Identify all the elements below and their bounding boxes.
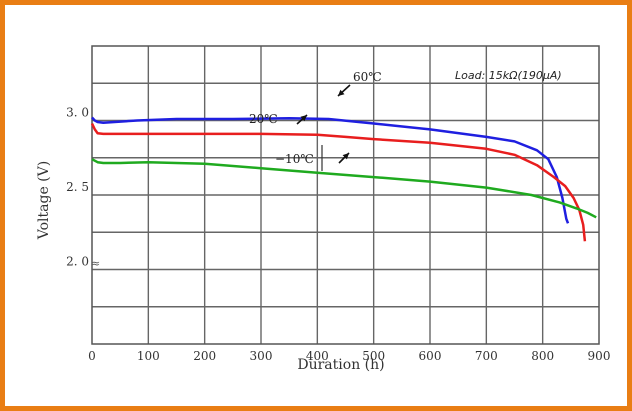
y-tick-label: 3. 0 bbox=[66, 106, 89, 120]
x-tick-label: 100 bbox=[137, 349, 160, 363]
load-annotation: Load: 15kΩ(190μA) bbox=[455, 69, 562, 82]
x-tick-label: 200 bbox=[193, 349, 216, 363]
x-tick-label: 600 bbox=[419, 349, 442, 363]
x-tick-labels: 0 100 200 300 400 500 600 700 800 900 bbox=[88, 349, 610, 363]
series-line-1 bbox=[90, 122, 587, 242]
y-axis-title: Voltage (V) bbox=[36, 161, 52, 240]
pointer-arrowhead-1 bbox=[300, 115, 307, 122]
series-label-2: −10℃ bbox=[275, 152, 314, 166]
y-tick-labels: 3. 0 2. 5 2. 0 bbox=[66, 106, 89, 269]
pointer-arrowhead-0 bbox=[338, 89, 345, 96]
series-label-0: 60℃ bbox=[353, 70, 382, 84]
x-axis-title: Duration (h) bbox=[297, 357, 384, 373]
series-lines bbox=[90, 116, 597, 242]
voltage-discharge-chart: 0 100 200 300 400 500 600 700 800 900 3. 0 2. 5 2. … bbox=[36, 45, 610, 373]
series-label-1: 20℃ bbox=[249, 112, 278, 126]
x-tick-label: 900 bbox=[588, 349, 611, 363]
x-tick-label: 400 bbox=[306, 349, 329, 363]
vertical-gridlines bbox=[147, 46, 544, 344]
x-tick-label: 500 bbox=[362, 349, 385, 363]
horizontal-gridlines bbox=[92, 82, 599, 308]
series-line-0 bbox=[91, 116, 570, 224]
x-tick-label: 800 bbox=[531, 349, 554, 363]
y-tick-label: 2. 0 bbox=[66, 255, 89, 269]
x-tick-label: 700 bbox=[475, 349, 498, 363]
series-labels: 60℃ 20℃ −10℃ bbox=[249, 70, 382, 171]
axis-break-mark: ≈ bbox=[91, 257, 100, 270]
x-tick-label: 300 bbox=[250, 349, 273, 363]
x-tick-label: 0 bbox=[88, 349, 96, 363]
y-tick-label: 2. 5 bbox=[66, 180, 89, 194]
plot-area-border bbox=[91, 45, 600, 345]
pointer-arrowhead-2 bbox=[342, 153, 349, 160]
series-line-2 bbox=[91, 158, 597, 219]
